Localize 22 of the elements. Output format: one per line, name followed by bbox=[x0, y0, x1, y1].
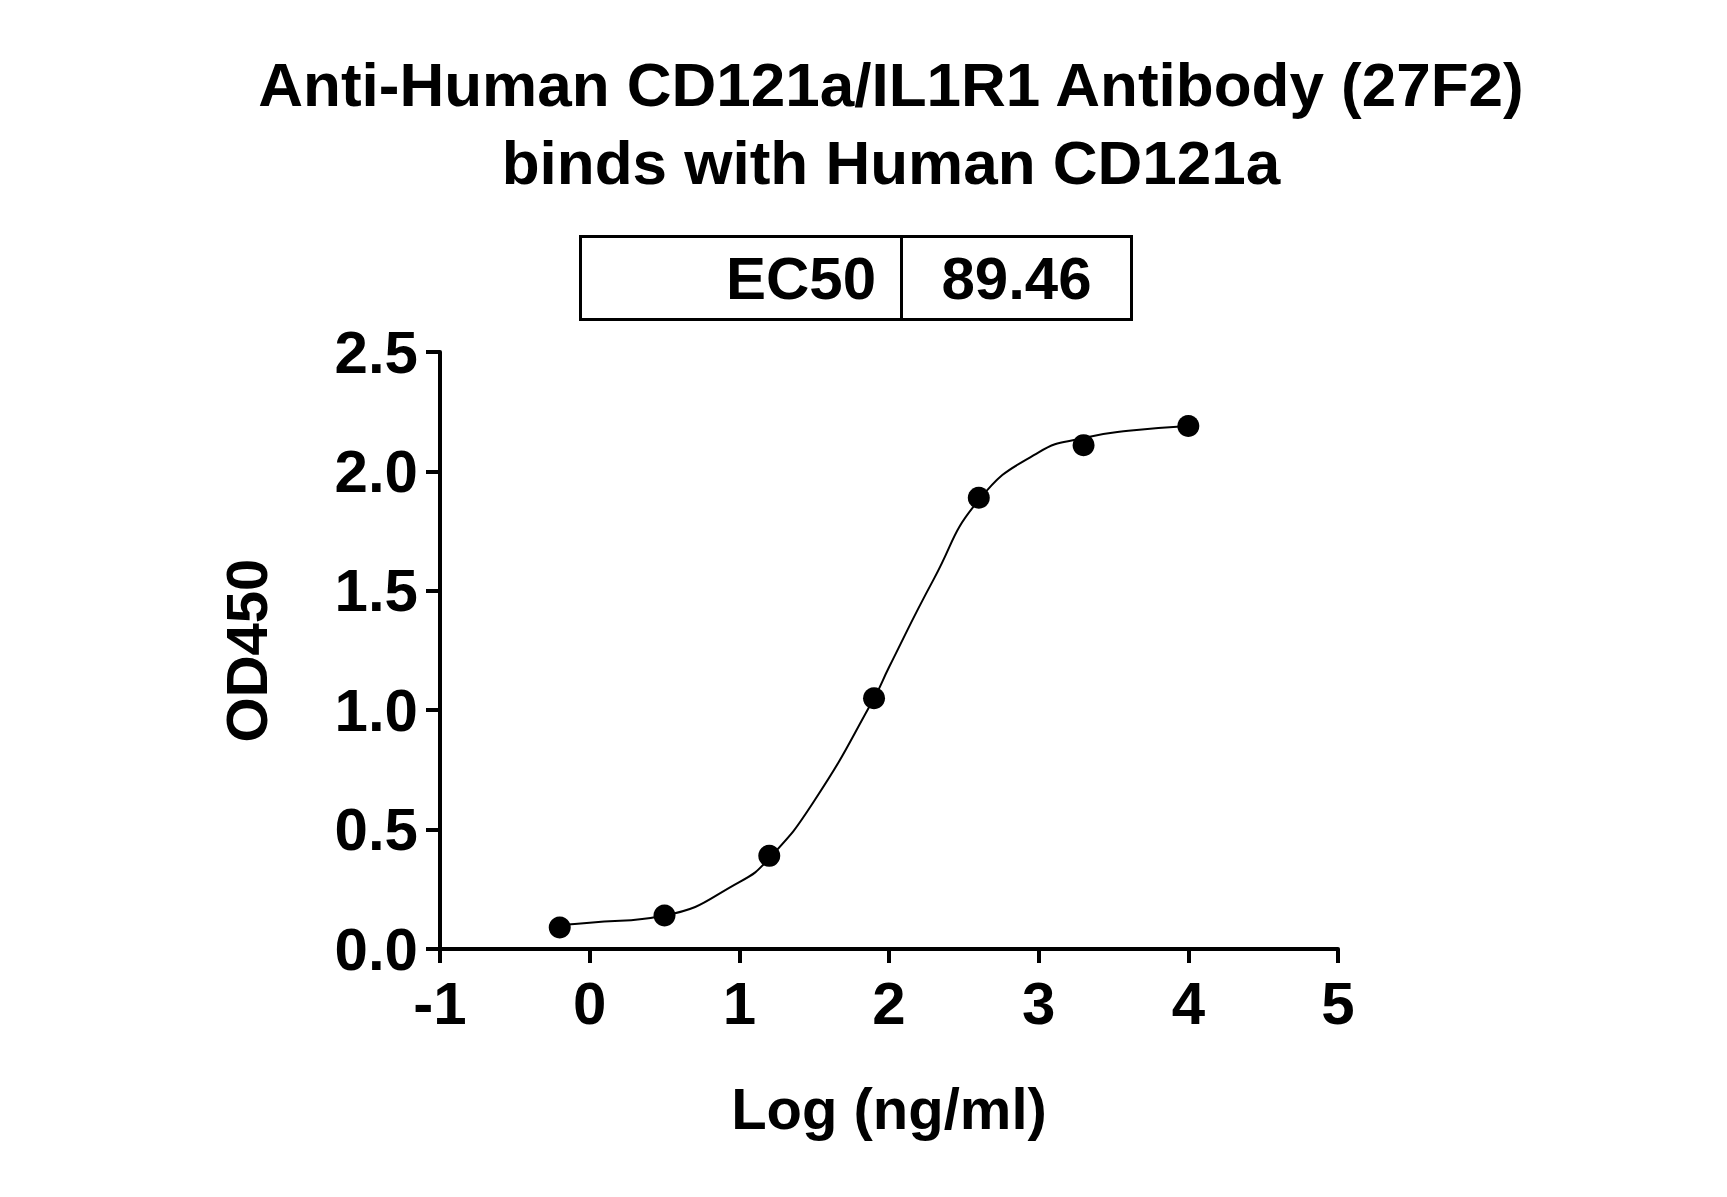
point bbox=[863, 687, 886, 710]
y-tick-label: 2.5 bbox=[334, 318, 418, 386]
y-tick-label: 0.5 bbox=[334, 796, 418, 864]
y-tick-label: 1.0 bbox=[334, 676, 418, 744]
x-axis-title: Log (ng/ml) bbox=[731, 1075, 1047, 1141]
point bbox=[548, 916, 571, 939]
y-tick-label: 1.5 bbox=[334, 557, 418, 625]
x-tick-label: 2 bbox=[872, 969, 906, 1037]
x-tick-label: 4 bbox=[1171, 969, 1206, 1037]
point bbox=[1072, 434, 1095, 457]
point bbox=[967, 486, 990, 509]
point bbox=[1177, 415, 1200, 438]
x-tick-label: 3 bbox=[1021, 969, 1056, 1037]
point bbox=[653, 904, 676, 927]
ec50-table: EC50 89.46 bbox=[579, 235, 1133, 321]
x-tick-label: 5 bbox=[1321, 969, 1355, 1037]
x-tick-label: 0 bbox=[572, 969, 607, 1037]
chart-title: Anti-Human CD121a/IL1R1 Antibody (27F2) binds with Human CD121a bbox=[258, 49, 1524, 197]
x-tick-label: 1 bbox=[722, 969, 757, 1037]
y-tick-label: 2.0 bbox=[334, 437, 418, 505]
y-axis-title: OD450 bbox=[213, 558, 279, 743]
point bbox=[758, 844, 781, 867]
